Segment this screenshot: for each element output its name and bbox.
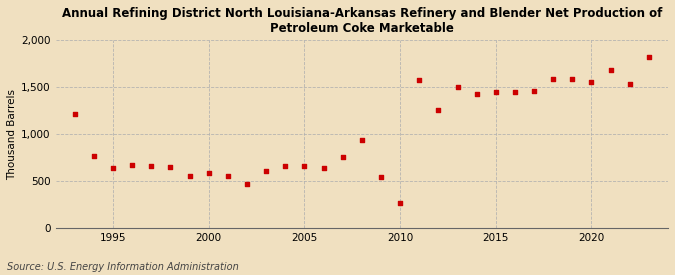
Point bbox=[510, 90, 520, 94]
Point bbox=[88, 153, 99, 158]
Point bbox=[203, 171, 214, 175]
Point bbox=[395, 201, 406, 205]
Point bbox=[452, 85, 463, 90]
Point bbox=[70, 111, 80, 116]
Point bbox=[299, 164, 310, 169]
Point bbox=[356, 138, 367, 142]
Point bbox=[433, 108, 443, 112]
Point bbox=[414, 78, 425, 82]
Point bbox=[184, 174, 195, 178]
Y-axis label: Thousand Barrels: Thousand Barrels bbox=[7, 89, 17, 180]
Point bbox=[491, 90, 502, 94]
Point bbox=[146, 164, 157, 168]
Point bbox=[107, 166, 118, 170]
Point bbox=[586, 79, 597, 84]
Point bbox=[242, 182, 252, 186]
Point bbox=[280, 164, 291, 169]
Point bbox=[127, 163, 138, 167]
Point bbox=[318, 166, 329, 170]
Point bbox=[261, 169, 271, 173]
Point bbox=[643, 55, 654, 59]
Point bbox=[529, 89, 539, 93]
Point bbox=[567, 77, 578, 81]
Text: Source: U.S. Energy Information Administration: Source: U.S. Energy Information Administ… bbox=[7, 262, 238, 272]
Point bbox=[375, 175, 386, 179]
Point bbox=[605, 68, 616, 73]
Point bbox=[624, 81, 635, 86]
Point bbox=[338, 155, 348, 159]
Point bbox=[471, 92, 482, 96]
Title: Annual Refining District North Louisiana-Arkansas Refinery and Blender Net Produ: Annual Refining District North Louisiana… bbox=[61, 7, 662, 35]
Point bbox=[165, 165, 176, 169]
Point bbox=[223, 174, 234, 178]
Point bbox=[548, 77, 559, 81]
